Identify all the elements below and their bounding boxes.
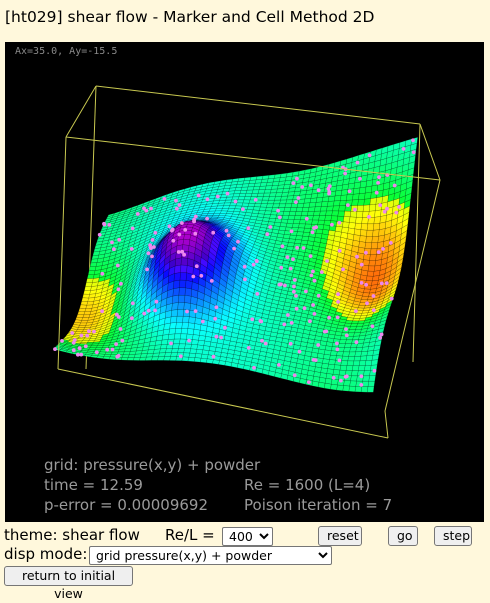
time-readout: time = 12.59 — [44, 476, 143, 494]
re-l-select[interactable]: 400 — [222, 527, 273, 546]
reset-button[interactable]: reset — [318, 526, 362, 546]
return-to-initial-view-button[interactable]: return to initial view — [4, 566, 133, 586]
rotation-readout: Ax=35.0, Ay=-15.5 — [15, 46, 117, 57]
step-button[interactable]: step — [434, 526, 472, 546]
poisson-iteration-readout: Poison iteration = 7 — [244, 496, 392, 514]
theme-label: theme: shear flow — [4, 526, 140, 544]
pressure-error-readout: p-error = 0.00009692 — [44, 496, 208, 514]
pressure-surface-plot[interactable] — [5, 42, 484, 522]
re-l-label: Re/L = — [165, 526, 215, 544]
grid-mode-label: grid: pressure(x,y) + powder — [44, 456, 260, 474]
reynolds-readout: Re = 1600 (L=4) — [244, 476, 370, 494]
disp-mode-label: disp mode: — [4, 545, 87, 563]
disp-mode-select[interactable]: grid pressure(x,y) + powder — [89, 546, 332, 565]
go-button[interactable]: go — [388, 526, 418, 546]
page-title: [ht029] shear flow - Marker and Cell Met… — [5, 8, 374, 26]
simulation-canvas[interactable]: Ax=35.0, Ay=-15.5 grid: pressure(x,y) + … — [5, 42, 484, 522]
